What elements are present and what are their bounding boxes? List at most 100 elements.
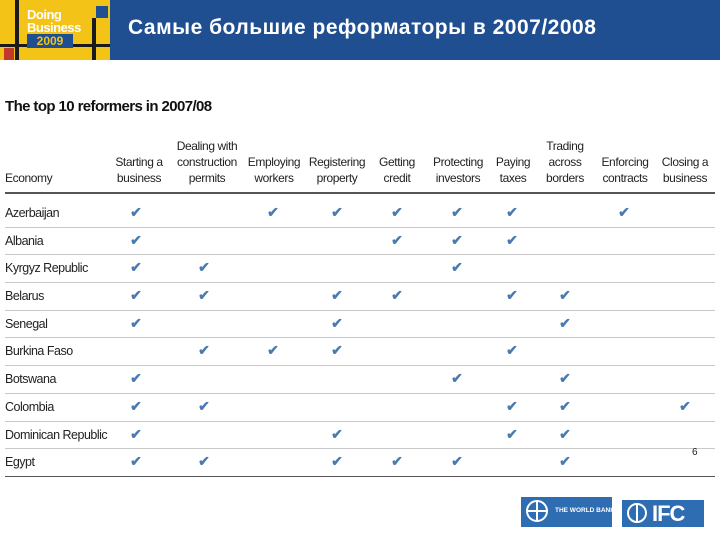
column-header: Closing a business bbox=[658, 130, 712, 186]
ifc-logo: IFC bbox=[622, 500, 704, 527]
table-row: Colombia ✔ ✔ ✔ ✔ ✔ bbox=[5, 394, 715, 422]
logo-square bbox=[96, 6, 108, 18]
column-header-line: taxes bbox=[499, 171, 527, 185]
logo-bar bbox=[92, 18, 96, 60]
column-header: Protecting investors bbox=[428, 130, 488, 186]
checkmark-icon: ✔ bbox=[130, 287, 142, 304]
checkmark-icon: ✔ bbox=[559, 397, 571, 414]
checkmark-icon: ✔ bbox=[198, 397, 210, 414]
checkmark-icon: ✔ bbox=[331, 453, 343, 470]
checkmark-icon: ✔ bbox=[391, 204, 403, 220]
header-bar: Doing Business 2009 Самые большие реформ… bbox=[0, 0, 720, 60]
table-row: Albania ✔ ✔ ✔ ✔ bbox=[5, 228, 715, 256]
checkmark-icon: ✔ bbox=[198, 287, 210, 304]
world-bank-logo: THE WORLD BANK bbox=[521, 497, 615, 527]
column-header-line: borders bbox=[546, 171, 584, 185]
column-header-line: contracts bbox=[602, 171, 648, 185]
logo-line1: Doing bbox=[27, 7, 62, 22]
table-body: Azerbaijan ✔ ✔ ✔ ✔ ✔ ✔ ✔ Albania ✔ ✔ ✔ ✔ Kyrgyz Repub… bbox=[5, 200, 715, 477]
column-header-line: construction bbox=[177, 155, 237, 169]
checkmark-icon: ✔ bbox=[451, 370, 463, 387]
checkmark-icon: ✔ bbox=[391, 231, 403, 248]
column-header: Employing workers bbox=[244, 130, 304, 186]
checkmark-icon: ✔ bbox=[559, 370, 571, 387]
checkmark-icon: ✔ bbox=[559, 425, 571, 442]
checkmark-icon: ✔ bbox=[559, 453, 571, 470]
checkmark-icon: ✔ bbox=[130, 259, 142, 276]
checkmark-icon: ✔ bbox=[618, 204, 630, 220]
checkmark-icon: ✔ bbox=[130, 397, 142, 414]
economy-name: Dominican Republic bbox=[5, 427, 108, 442]
column-header-line: Registering bbox=[308, 155, 366, 169]
column-header-line: Protecting bbox=[432, 155, 484, 169]
column-header-line: Trading bbox=[546, 139, 584, 153]
checkmark-icon: ✔ bbox=[331, 342, 343, 359]
slide-title: Самые большие реформаторы в 2007/2008 bbox=[128, 16, 597, 39]
checkmark-icon: ✔ bbox=[451, 259, 463, 276]
checkmark-icon: ✔ bbox=[331, 287, 343, 304]
globe-icon bbox=[526, 500, 548, 522]
checkmark-icon: ✔ bbox=[451, 204, 463, 220]
checkmark-icon: ✔ bbox=[198, 342, 210, 359]
checkmark-icon: ✔ bbox=[267, 342, 279, 359]
column-header-line: Employing bbox=[247, 155, 301, 169]
column-header: Economy bbox=[5, 130, 105, 186]
column-header-line: workers bbox=[254, 171, 294, 185]
checkmark-icon: ✔ bbox=[391, 453, 403, 470]
checkmark-icon: ✔ bbox=[130, 370, 142, 387]
logo-year: 2009 bbox=[27, 34, 73, 48]
header-divider bbox=[5, 192, 715, 194]
checkmark-icon: ✔ bbox=[130, 314, 142, 331]
globe-icon bbox=[627, 503, 647, 523]
column-header: Getting credit bbox=[370, 130, 424, 186]
column-header-line: Enforcing bbox=[601, 155, 649, 169]
checkmark-icon: ✔ bbox=[130, 231, 142, 248]
column-header-line: business bbox=[116, 171, 162, 185]
column-header-line: investors bbox=[435, 171, 481, 185]
logo-bar bbox=[15, 0, 19, 60]
logo-line2: Business bbox=[27, 20, 81, 35]
checkmark-icon: ✔ bbox=[451, 231, 463, 248]
column-header: Enforcing contracts bbox=[596, 130, 654, 186]
ifc-label: IFC bbox=[652, 501, 685, 526]
column-header: Dealing with construction permits bbox=[172, 130, 242, 186]
checkmark-icon: ✔ bbox=[559, 287, 571, 304]
doing-business-logo: Doing Business 2009 bbox=[0, 0, 110, 60]
column-header-line: Getting bbox=[379, 155, 415, 169]
table-title: The top 10 reformers in 2007/08 bbox=[5, 98, 212, 115]
checkmark-icon: ✔ bbox=[451, 453, 463, 470]
checkmark-icon: ✔ bbox=[130, 425, 142, 442]
column-header-line: business bbox=[662, 171, 708, 185]
economy-name: Botswana bbox=[5, 372, 56, 387]
economy-name: Azerbaijan bbox=[5, 206, 60, 220]
logo-square bbox=[4, 48, 14, 60]
table-row: Belarus ✔ ✔ ✔ ✔ ✔ ✔ bbox=[5, 283, 715, 311]
column-header-line: permits bbox=[188, 171, 226, 185]
economy-name: Burkina Faso bbox=[5, 344, 73, 359]
table-row: Azerbaijan ✔ ✔ ✔ ✔ ✔ ✔ ✔ bbox=[5, 200, 715, 228]
checkmark-icon: ✔ bbox=[130, 204, 142, 220]
table-row: Burkina Faso ✔ ✔ ✔ ✔ bbox=[5, 338, 715, 367]
economy-name: Senegal bbox=[5, 316, 48, 331]
checkmark-icon: ✔ bbox=[331, 314, 343, 331]
checkmark-icon: ✔ bbox=[198, 453, 210, 470]
column-header: Paying taxes bbox=[490, 130, 536, 186]
page-number: 6 bbox=[692, 447, 698, 458]
table-row: Egypt ✔ ✔ ✔ ✔ ✔ ✔ bbox=[5, 449, 715, 477]
checkmark-icon: ✔ bbox=[506, 204, 518, 220]
checkmark-icon: ✔ bbox=[506, 342, 518, 359]
column-header: Registering property bbox=[306, 130, 368, 186]
column-header: Starting a business bbox=[110, 130, 168, 186]
table-row: Botswana ✔ ✔ ✔ bbox=[5, 366, 715, 394]
column-header-line: Closing a bbox=[661, 155, 709, 169]
column-header-line: Paying bbox=[495, 155, 531, 169]
checkmark-icon: ✔ bbox=[679, 397, 691, 414]
economy-name: Belarus bbox=[5, 289, 44, 304]
checkmark-icon: ✔ bbox=[331, 425, 343, 442]
checkmark-icon: ✔ bbox=[559, 314, 571, 331]
checkmark-icon: ✔ bbox=[506, 397, 518, 414]
checkmark-icon: ✔ bbox=[267, 204, 279, 220]
table-row: Kyrgyz Republic ✔ ✔ ✔ bbox=[5, 255, 715, 284]
checkmark-icon: ✔ bbox=[506, 231, 518, 248]
checkmark-icon: ✔ bbox=[331, 204, 343, 220]
